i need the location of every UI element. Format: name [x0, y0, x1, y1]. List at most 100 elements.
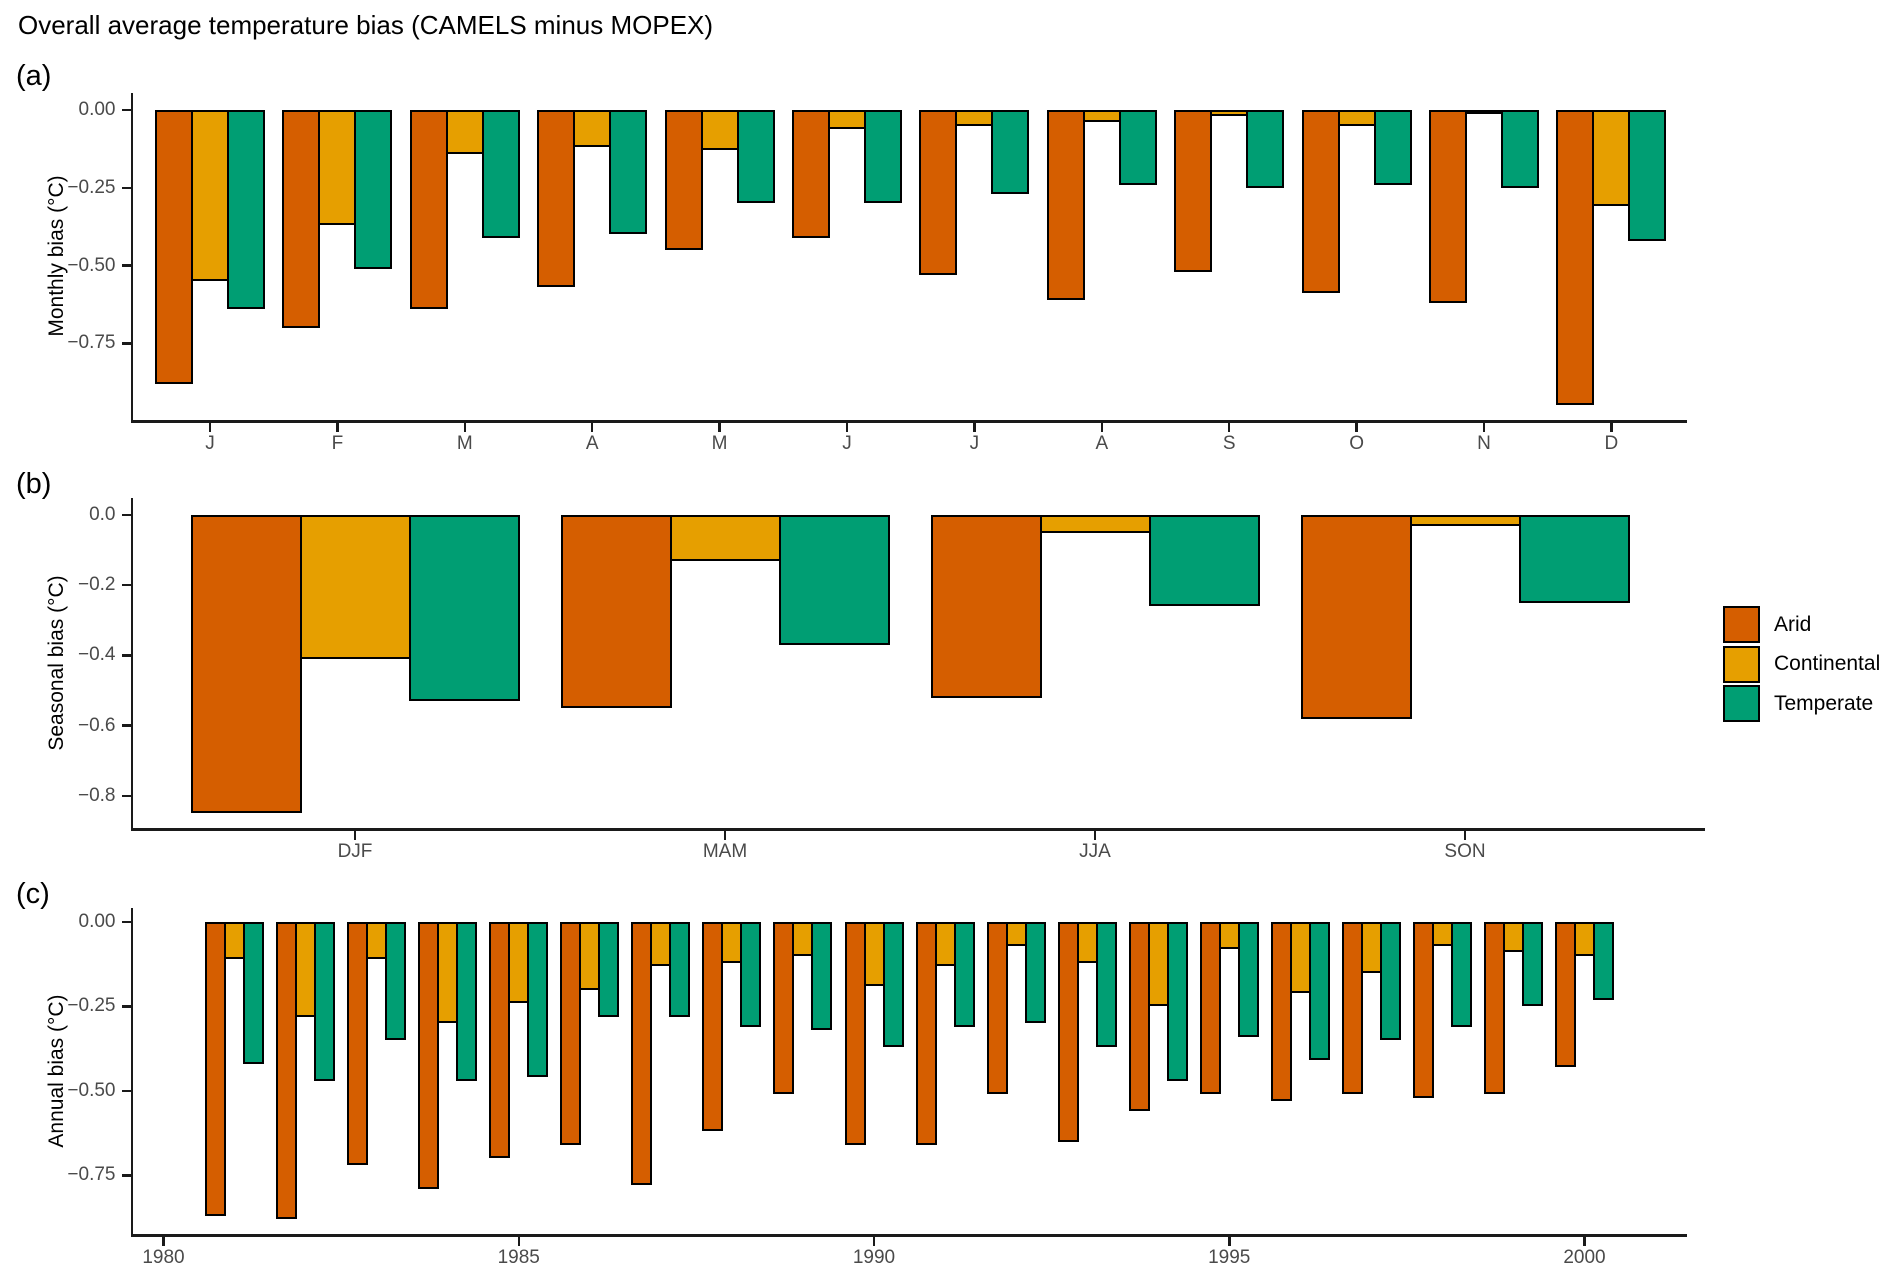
panel-c-bar-temperate-1987: [669, 922, 691, 1017]
panel-a-bar-temperate-A: [1118, 110, 1157, 185]
panel-c-bar-temperate-1988: [740, 922, 762, 1027]
panel-b-label: (b): [16, 468, 52, 500]
panel-c-x-tick: [162, 1236, 165, 1246]
panel-a-label: (a): [16, 60, 52, 92]
panel-a-x-tick-label: D: [1604, 433, 1619, 454]
panel-c-bar-temperate-1993: [1095, 922, 1117, 1047]
panel-b-bar-arid-JJA: [930, 515, 1042, 698]
panel-c-bar-continental-2000: [1574, 922, 1595, 956]
panel-a-y-tick: [121, 342, 131, 345]
panel-c-bar-arid-1987: [631, 922, 653, 1186]
panel-a-x-tick: [1355, 422, 1358, 432]
panel-a-bar-temperate-D: [1628, 110, 1667, 241]
panel-b-bar-temperate-DJF: [408, 515, 520, 702]
panel-a-x-tick: [590, 422, 594, 432]
panel-c-bar-temperate-1985: [527, 922, 549, 1078]
panel-b-bar-continental-DJF: [299, 515, 411, 659]
panel-c-y-tick: [121, 1005, 131, 1008]
panel-c-x-tick-label: 1985: [497, 1247, 540, 1268]
panel-b-x-tick-label: DJF: [337, 841, 373, 862]
panel-a-bar-temperate-N: [1501, 110, 1539, 188]
panel-c-y-tick-label: 0.00: [78, 911, 116, 932]
panel-c-bar-temperate-2000: [1593, 922, 1614, 1000]
panel-c-bar-arid-1999: [1483, 922, 1505, 1095]
panel-a-y-axis-line: [130, 93, 133, 423]
panel-c-bar-continental-1990: [863, 922, 885, 987]
panel-c-bar-temperate-1986: [598, 922, 620, 1017]
panel-a-bar-arid-M: [664, 110, 703, 250]
panel-a-y-tick: [121, 264, 131, 267]
panel-a-bar-continental-F: [318, 110, 357, 226]
panel-c-bar-arid-1997: [1341, 922, 1363, 1095]
panel-a-y-tick-label: −0.75: [67, 332, 116, 354]
panel-a-x-tick-label: O: [1349, 433, 1364, 454]
panel-c-x-tick-label: 1995: [1208, 1247, 1251, 1268]
panel-a-x-tick-label: J: [205, 433, 215, 454]
panel-c-bar-arid-1995: [1199, 922, 1221, 1095]
panel-c-bar-temperate-1990: [882, 922, 904, 1047]
panel-a-bar-arid-F: [282, 110, 321, 328]
panel-c-bar-temperate-1997: [1379, 922, 1401, 1041]
panel-c-y-axis-line: [130, 908, 133, 1237]
panel-b-bar-arid-MAM: [560, 515, 672, 709]
panel-c-y-tick-label: −0.25: [67, 995, 116, 1017]
panel-a-bar-temperate-J: [864, 110, 902, 204]
panel-b-bar-continental-JJA: [1039, 515, 1151, 533]
panel-c-x-tick: [517, 1236, 520, 1246]
panel-a-x-tick-label: A: [1095, 433, 1109, 454]
panel-b-x-tick: [1463, 830, 1467, 840]
panel-c-x-tick-label: 2000: [1563, 1247, 1606, 1268]
panel-a-x-tick-label: N: [1477, 433, 1491, 454]
panel-b-x-tick-label: SON: [1444, 841, 1486, 862]
panel-a-bar-temperate-A: [609, 110, 648, 235]
panel-a-bar-arid-D: [1556, 110, 1595, 406]
panel-c-bar-continental-1995: [1218, 922, 1240, 950]
panel-c-bar-arid-1994: [1128, 922, 1150, 1112]
panel-a-x-tick: [845, 422, 849, 432]
panel-c-bar-arid-1990: [844, 922, 866, 1145]
panel-c-x-axis-line: [130, 1234, 1687, 1237]
panel-c-bar-temperate-1992: [1024, 922, 1046, 1024]
panel-a-bar-temperate-J: [227, 110, 265, 310]
panel-a-x-tick: [463, 422, 467, 432]
panel-c-bar-arid-1998: [1412, 922, 1434, 1098]
panel-c-bar-continental-1996: [1289, 922, 1311, 993]
panel-a-bar-continental-M: [700, 110, 739, 151]
figure-title: Overall average temperature bias (CAMELS…: [18, 10, 714, 40]
panel-c-bar-continental-1986: [579, 922, 601, 990]
panel-c-bar-continental-1994: [1147, 922, 1169, 1007]
panel-b-bar-continental-MAM: [669, 515, 781, 561]
panel-c-bar-temperate-1981: [243, 922, 265, 1064]
panel-c-bar-temperate-1999: [1521, 922, 1543, 1007]
panel-b-y-tick-label: −0.8: [77, 784, 116, 806]
panel-c-bar-temperate-1998: [1450, 922, 1472, 1027]
panel-a-bar-arid-J: [919, 110, 958, 275]
panel-c-bar-arid-1989: [773, 922, 795, 1095]
panel-c-x-tick: [872, 1236, 876, 1246]
panel-c-y-tick-label: −0.50: [67, 1079, 116, 1101]
panel-c-bar-temperate-1995: [1237, 922, 1259, 1037]
panel-c-bar-continental-1997: [1360, 922, 1382, 973]
panel-a-bar-temperate-O: [1373, 110, 1412, 185]
panel-c-bar-arid-1984: [418, 922, 440, 1189]
panel-b-bar-temperate-MAM: [778, 515, 890, 645]
panel-a-x-tick-label: M: [711, 433, 728, 454]
panel-a-x-tick-label: J: [842, 433, 852, 454]
panel-c-bar-arid-1993: [1057, 922, 1079, 1142]
panel-a-bar-continental-D: [1592, 110, 1631, 207]
panel-b-y-tick: [121, 583, 131, 587]
panel-a-bar-continental-O: [1337, 110, 1376, 126]
panel-c-bar-continental-1984: [437, 922, 459, 1024]
panel-a-bar-continental-S: [1210, 110, 1249, 117]
legend-swatch-temperate: [1723, 685, 1760, 722]
panel-c-y-tick: [121, 1089, 131, 1093]
panel-c-bar-continental-1992: [1005, 922, 1027, 946]
panel-a-bar-arid-A: [1046, 110, 1085, 300]
panel-a-x-tick: [1227, 422, 1231, 432]
panel-c-bar-continental-1988: [721, 922, 743, 963]
panel-c-bar-temperate-1989: [811, 922, 833, 1031]
panel-c-y-axis-title: Annual bias (°C): [45, 994, 68, 1148]
panel-a-x-tick-label: S: [1222, 433, 1236, 454]
panel-c-bar-arid-1983: [347, 922, 369, 1166]
